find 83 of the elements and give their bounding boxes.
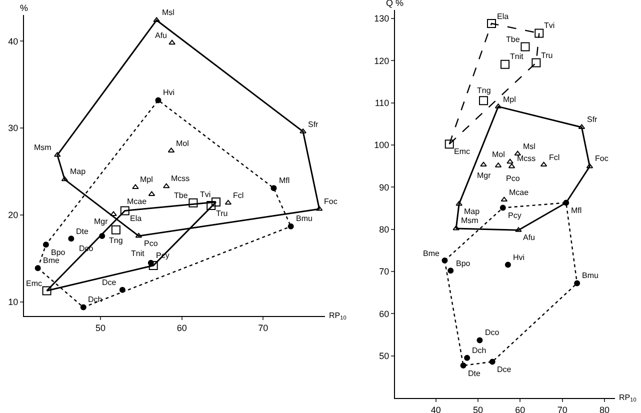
annotation: Foc	[595, 154, 608, 163]
y-tick-label: 120	[374, 56, 390, 66]
annotation: Mol	[176, 139, 190, 148]
annotation: Dce	[102, 278, 117, 287]
x-tick-label: 50	[95, 322, 106, 333]
x-tick-label: 70	[557, 404, 568, 413]
annotation: Mgr	[477, 171, 492, 180]
annotation: Msl	[162, 8, 175, 17]
x-tick-label: 70	[258, 322, 268, 333]
y-tick-label: 30	[8, 123, 18, 134]
annotation: Hvi	[513, 253, 525, 262]
annotation: Msm	[34, 143, 52, 152]
x-tick-label: 60	[176, 322, 187, 333]
annotation: Emc	[454, 147, 470, 156]
annotation: Pcy	[508, 211, 522, 220]
annotation: Tbe	[506, 35, 520, 44]
annotation: Mpl	[140, 175, 154, 184]
y-tick-label: 50	[379, 350, 390, 361]
y-tick-label: 40	[8, 36, 18, 46]
y-tick-label: 80	[379, 224, 390, 234]
x-tick-label: 40	[430, 404, 441, 413]
annotation: Dch	[88, 295, 102, 304]
annotation: Afu	[523, 233, 536, 242]
annotation: Tbe	[174, 191, 188, 200]
y-tick-label: 110	[374, 98, 390, 108]
annotation: Mgr	[94, 217, 108, 226]
annotation: Bme	[43, 256, 60, 265]
annotation: Tng	[109, 236, 123, 245]
annotation: Dte	[468, 369, 481, 378]
annotation: Bme	[423, 249, 440, 258]
annotation: Bmu	[296, 214, 312, 223]
annotation: Hvi	[163, 88, 175, 97]
annotation: Bpo	[456, 259, 471, 268]
y-tick-label: 10	[8, 297, 18, 308]
annotation: Map	[70, 167, 86, 176]
y-axis-title: Q %	[386, 0, 404, 8]
x-axis-title: RP$_{10}$	[619, 393, 636, 404]
y-tick-label: 20	[8, 210, 18, 220]
y-tick-label: 100	[374, 140, 390, 150]
annotation: Mpl	[503, 95, 516, 104]
annotation: Mcae	[127, 197, 148, 206]
annotation: Map	[464, 207, 480, 216]
annotation: Ela	[497, 12, 510, 21]
annotation: Msm	[461, 216, 479, 225]
annotation: Mcss	[517, 154, 536, 163]
x-tick-label: 50	[473, 404, 484, 413]
annotation: Tru	[541, 51, 553, 60]
annotation: Bpo	[51, 248, 66, 257]
annotation: Tng	[477, 86, 491, 95]
y-tick-label: 70	[379, 266, 390, 277]
annotation: Tnit	[131, 249, 146, 258]
annotation: Tvi	[200, 190, 211, 199]
annotation: Tru	[216, 209, 228, 218]
annotation: Sfr	[587, 115, 598, 124]
y-tick-label: 60	[379, 308, 390, 319]
x-tick-label: 80	[599, 404, 610, 413]
y-tick-label: 90	[379, 182, 390, 192]
annotation: Mfl	[571, 206, 582, 215]
annotation: Bmu	[582, 271, 598, 280]
annotation: Sfr	[308, 120, 319, 129]
annotation: Msl	[523, 142, 536, 151]
annotation: Afu	[155, 31, 168, 40]
annotation: Dch	[472, 346, 486, 355]
annotation: Emc	[26, 279, 42, 288]
annotation: Ela	[130, 214, 142, 223]
annotation: Dce	[497, 365, 512, 374]
annotation: Mfl	[279, 176, 290, 185]
x-tick-label: 60	[515, 404, 526, 413]
annotation: Tvi	[544, 21, 555, 30]
annotation: Mcss	[171, 174, 190, 183]
x-axis-title: RP$_{10}$	[329, 311, 346, 322]
annotation: Pco	[506, 174, 520, 183]
annotation: Foc	[324, 197, 338, 206]
annotation: Fcl	[233, 191, 244, 200]
annotation: Tnit	[510, 52, 524, 61]
annotation: Dco	[485, 328, 500, 337]
annotation: Mol	[492, 150, 506, 159]
annotation: Mcae	[509, 188, 530, 197]
annotation: Dte	[76, 227, 89, 236]
annotation: Fcl	[549, 153, 560, 162]
annotation: Pco	[144, 239, 158, 248]
y-tick-label: 130	[374, 14, 390, 24]
y-axis-title: %	[20, 3, 28, 13]
